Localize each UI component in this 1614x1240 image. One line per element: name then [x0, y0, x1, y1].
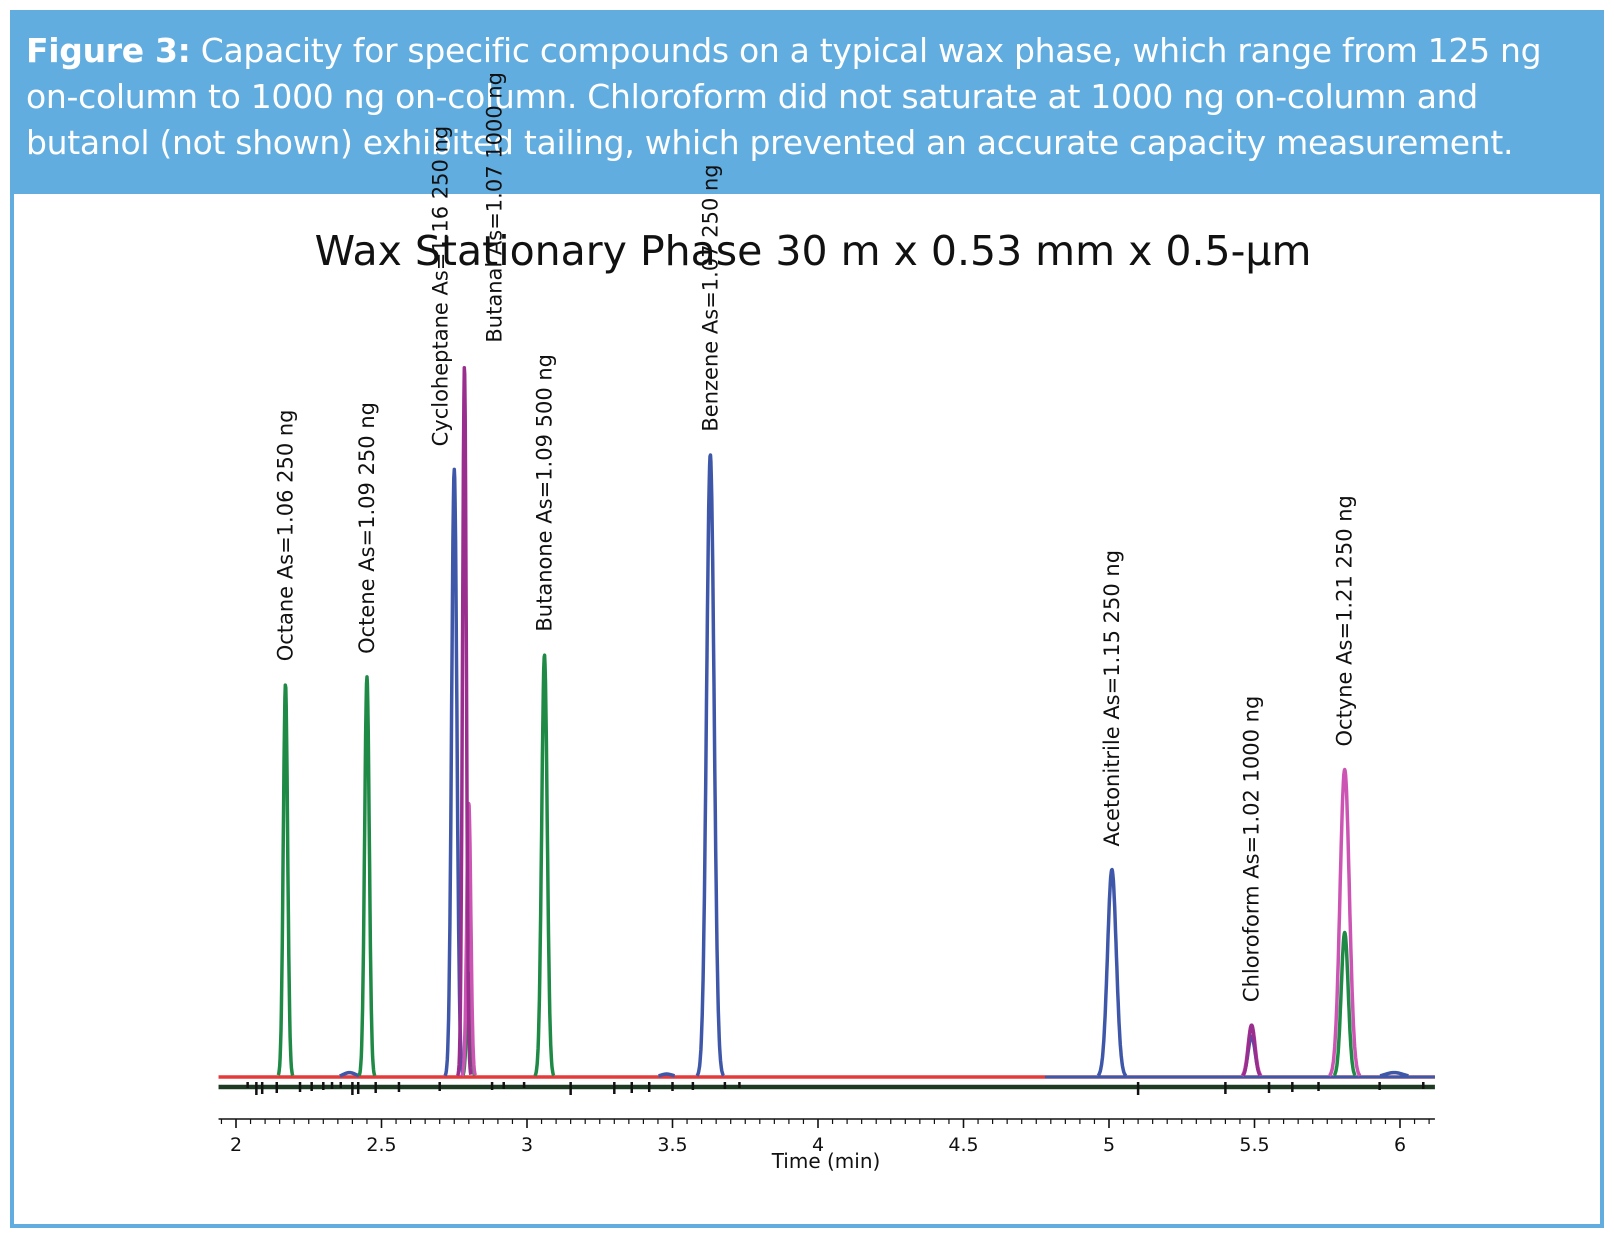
trace-lines: [276, 365, 1410, 1078]
caption-label: Figure 3:: [26, 31, 191, 70]
x-axis-label: Time (min): [771, 1149, 881, 1173]
peak-label: Cycloheptane As=1.16 250 ng: [428, 126, 452, 447]
peak-label: Chloroform As=1.02 1000 ng: [1240, 696, 1264, 1002]
peak-label: Acetonitrile As=1.15 250 ng: [1100, 550, 1124, 847]
x-tick-label: 2.5: [366, 1134, 396, 1156]
x-tick-label: 6: [1394, 1134, 1406, 1156]
x-tick-label: 2: [230, 1134, 242, 1156]
peak-label: Octene As=1.09 250 ng: [355, 402, 379, 654]
series-line-purple: [456, 365, 1262, 1077]
baselines: [218, 1075, 1435, 1095]
caption-text: Capacity for specific compounds on a typ…: [26, 31, 1542, 162]
x-tick-label: 5: [1103, 1134, 1115, 1156]
peak-label: Octane As=1.06 250 ng: [274, 409, 298, 661]
x-axis: 2 2.5 3 3.5 4 4.5 5 5.5 6: [218, 1118, 1435, 1156]
x-tick-label: 5.5: [1239, 1134, 1269, 1156]
series-line-green: [276, 653, 1357, 1077]
peak-label: Octyne As=1.21 250 ng: [1333, 495, 1357, 746]
figure-frame: Figure 3: Capacity for specific compound…: [10, 10, 1604, 1228]
x-tick-label: 4: [812, 1134, 824, 1156]
x-tick-label: 3.5: [657, 1134, 687, 1156]
x-tick-label: 3: [521, 1134, 533, 1156]
peak-label: Benzene As=1.07 250 ng: [698, 164, 722, 431]
figure-caption: Figure 3: Capacity for specific compound…: [14, 14, 1600, 194]
series-line-magenta: [460, 767, 1362, 1077]
peak-labels: Octane As=1.06 250 ng Octene As=1.09 250 …: [274, 72, 1357, 1002]
series-line-blue: [338, 453, 1410, 1078]
x-tick-label: 4.5: [948, 1134, 978, 1156]
peak-label: Butanone As=1.09 500 ng: [533, 354, 557, 632]
chart-title: Wax Stationary Phase 30 m x 0.53 mm x 0.…: [315, 227, 1312, 275]
peak-label: Butanal As=1.07 1000 ng: [482, 72, 506, 343]
